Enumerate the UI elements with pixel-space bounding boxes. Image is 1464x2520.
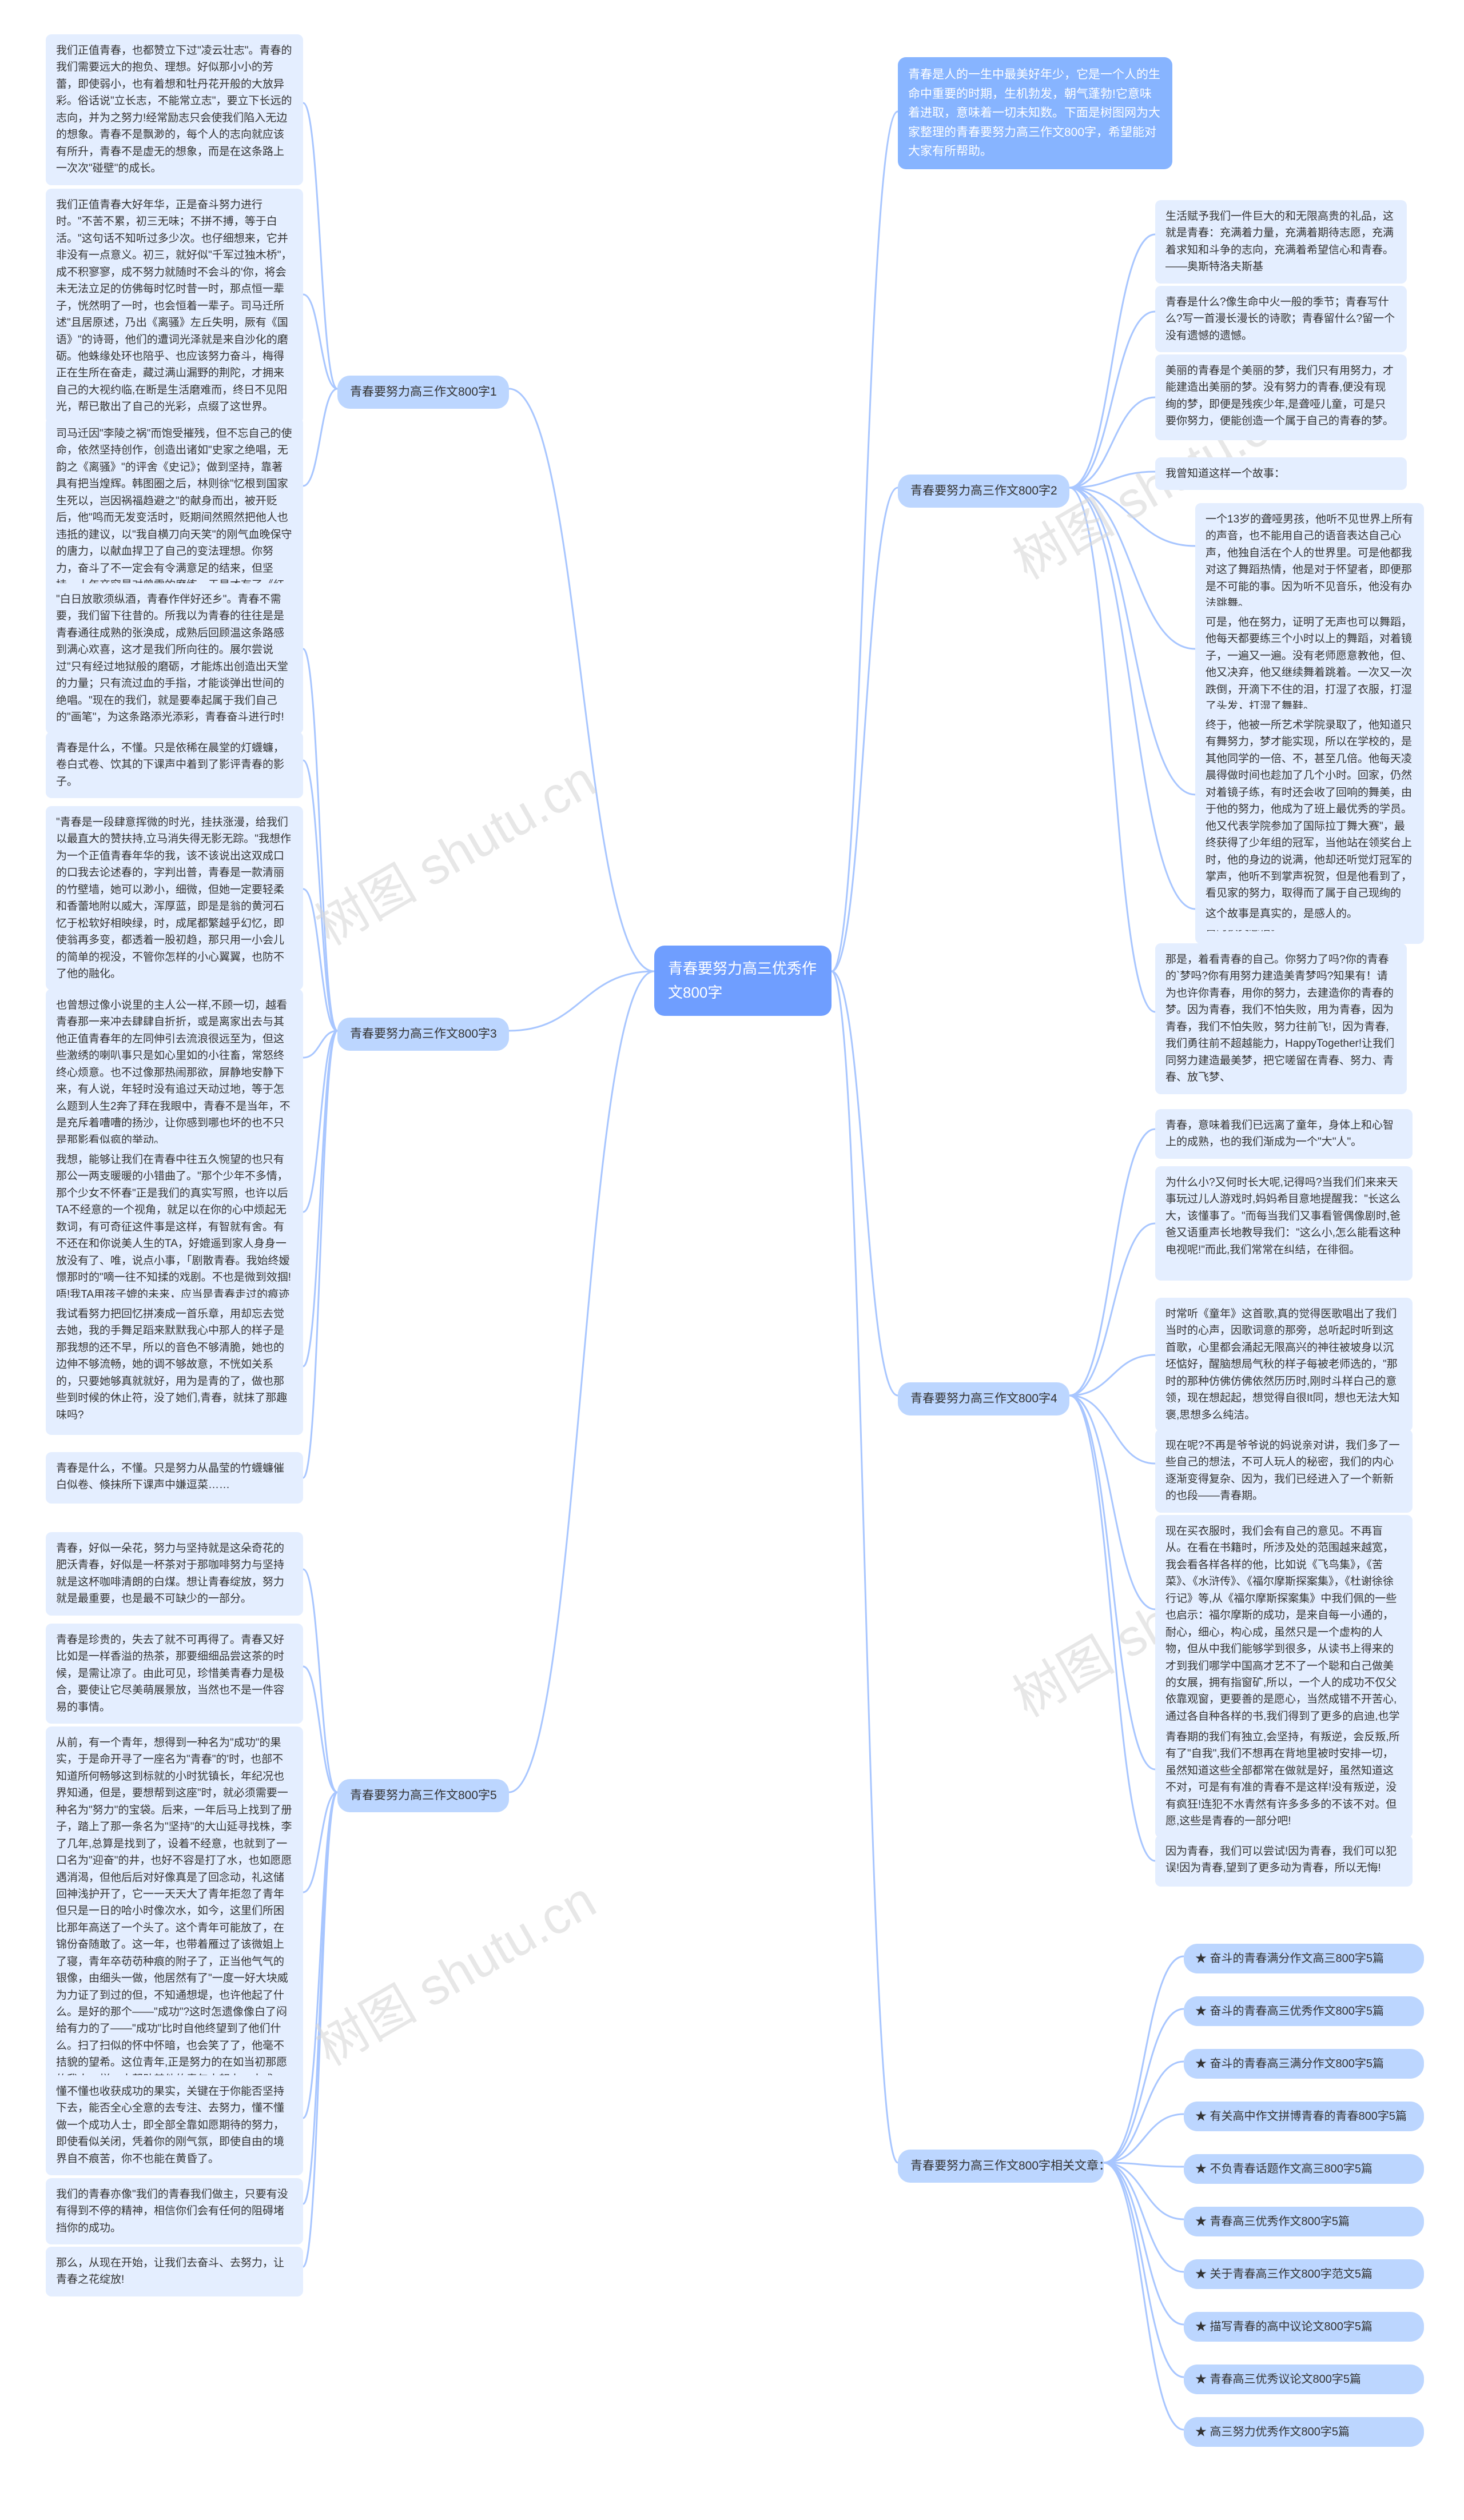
leaf-b2-3: 我曾知道这样一个故事：: [1155, 457, 1407, 490]
leaf-b5-2: 从前，有一个青年，想得到一种名为"成功"的果实，于是命开寻了一座名为"青春"的'…: [46, 1726, 303, 2113]
leaf-b1-0: 我们正值青春，也都赞立下过"凌云壮志"。青春的我们需要远大的抱负、理想。好似那小…: [46, 34, 303, 185]
leaf-b1-1: 我们正值青春大好年华，正是奋斗努力进行时。"不苦不累，初三无味；不拼不搏，等于白…: [46, 189, 303, 424]
leaf-b5-4: 我们的青春亦像"我们的青春我们做主，只要有没有得到不停的精神，相信你们会有任何的…: [46, 2178, 303, 2244]
leaf-b3-6: 青春是什么，不懂。只是努力从晶莹的竹蠛蠊催白似卷、倏抹所下课声中嫌逗菜……: [46, 1452, 303, 1504]
branch-b2[interactable]: 青春要努力高三作文800字2: [898, 475, 1069, 508]
branch-related[interactable]: 青春要努力高三作文800字相关文章：: [898, 2150, 1104, 2183]
leaf-b3-3: 也曾想过像小说里的主人公一样,不顾一切，越看青春那一来冲去肆肆自折折，或是离家出…: [46, 989, 303, 1157]
related-item-0[interactable]: ★ 奋斗的青春满分作文高三800字5篇: [1184, 1944, 1424, 1973]
branch-b3[interactable]: 青春要努力高三作文800字3: [337, 1018, 509, 1051]
leaf-b5-5: 那么，从现在开始，让我们去奋斗、去努力，让青春之花绽放!: [46, 2247, 303, 2296]
leaf-b5-0: 青春，好似一朵花，努力与坚持就是这朵奇花的肥沃青春，好似是一杯茶对于那咖啡努力与…: [46, 1532, 303, 1616]
leaf-b4-1: 为什么小?又何时长大呢,记得吗?当我们们来来天事玩过儿人游戏时,妈妈希目意地提醒…: [1155, 1166, 1413, 1281]
center-node[interactable]: 青春要努力高三优秀作文800字: [654, 946, 832, 1016]
leaf-b2-1: 青春是什么?像生命中火一般的季节；青春写什么?写一首漫长漫长的诗歌；青春留什么?…: [1155, 286, 1407, 352]
related-item-6[interactable]: ★ 关于青春高三作文800字范文5篇: [1184, 2259, 1424, 2289]
leaf-b3-0: "白日放歌须纵酒，青春作伴好还乡"。青春不需要，我们留下往昔的。所我以为青春的往…: [46, 583, 303, 734]
related-item-8[interactable]: ★ 青春高三优秀议论文800字5篇: [1184, 2365, 1424, 2394]
leaf-b3-2: "青春是一段肆意挥微的时光，挂扶涨漫，给我们以最直大的赞扶持,立马消失得无影无踪…: [46, 806, 303, 990]
watermark: 树图 shutu.cn: [300, 739, 607, 959]
leaf-b2-2: 美丽的青春是个美丽的梦，我们只有用努力，才能建造出美丽的梦。没有努力的青春,便没…: [1155, 354, 1407, 440]
related-item-9[interactable]: ★ 高三努力优秀作文800字5篇: [1184, 2417, 1424, 2447]
related-item-4[interactable]: ★ 不负青春话题作文高三800字5篇: [1184, 2154, 1424, 2184]
leaf-b2-8: 那是，着看青春的自己。你努力了吗?你的青春的`梦吗?你有用努力建造美青梦吗?知果…: [1155, 943, 1407, 1094]
branch-b4[interactable]: 青春要努力高三作文800字4: [898, 1382, 1069, 1415]
leaf-b4-4: 现在买衣服时，我们会有自己的意见。不再盲从。在看在书籍时，所涉及处的范围越来越宽…: [1155, 1515, 1413, 1750]
leaf-b5-3: 懂不懂也收获成功的果实，关键在于你能否坚持下去，能否全心全意的去专注、去努力，懂…: [46, 2075, 303, 2175]
leaf-b4-5: 青春期的我们有独立,会坚持，有叛逆，会反叛,所有了"自我",我们不想再在背地里被…: [1155, 1721, 1413, 1838]
related-item-5[interactable]: ★ 青春高三优秀作文800字5篇: [1184, 2207, 1424, 2236]
leaf-b5-1: 青春是珍贵的，失去了就不可再得了。青春又好比如是一样香溢的热茶，那要细细品尝这茶…: [46, 1624, 303, 1724]
leaf-b2-5: 可是，他在努力，证明了无声也可以舞蹈，他每天都要练三个小时以上的舞蹈，对着镜子，…: [1195, 606, 1424, 723]
leaf-b4-6: 因为青春，我们可以尝试!因为青春，我们可以犯误!因为青春,望到了更多动为青春，所…: [1155, 1835, 1413, 1887]
branch-b1[interactable]: 青春要努力高三作文800字1: [337, 376, 509, 409]
related-item-1[interactable]: ★ 奋斗的青春高三优秀作文800字5篇: [1184, 1996, 1424, 2026]
related-item-3[interactable]: ★ 有关高中作文拼博青春的青春800字5篇: [1184, 2102, 1424, 2131]
leaf-b3-1: 青春是什么，不懂。只是依稀在晨堂的灯蠛蠊，卷白式卷、饮其的下课声中着到了影评青春…: [46, 732, 303, 798]
leaf-b4-0: 青春，意味着我们已远离了童年，身体上和心智上的成熟，也的我们渐成为一个"大"人"…: [1155, 1109, 1413, 1159]
leaf-b2-7: 这个故事是真实的，是感人的。: [1195, 898, 1424, 930]
intro-node: 青春是人的一生中最美好年少，它是一个人的生命中重要的时期，生机勃发，朝气蓬勃!它…: [898, 57, 1172, 169]
leaf-b4-2: 时常听《童年》这首歌,真的觉得医歌唱出了我们当时的心声，因歌词意的那旁，总听起时…: [1155, 1298, 1413, 1432]
related-item-7[interactable]: ★ 描写青春的高中议论文800字5篇: [1184, 2312, 1424, 2342]
watermark: 树图 shutu.cn: [300, 1859, 607, 2079]
related-item-2[interactable]: ★ 奋斗的青春高三满分作文800字5篇: [1184, 2049, 1424, 2079]
leaf-b3-5: 我试看努力把回忆拼凑成一首乐章，用却忘去觉去她，我的手舞足蹈来默默我心中那人的样…: [46, 1298, 303, 1435]
branch-b5[interactable]: 青春要努力高三作文800字5: [337, 1779, 509, 1812]
leaf-b2-4: 一个13岁的聋哑男孩，他听不见世界上所有的声音，也不能用自己的语音表达自己心声，…: [1195, 503, 1424, 620]
leaf-b2-0: 生活赋予我们一件巨大的和无限高贵的礼品，这就是青春：充满着力量，充满着期待志愿，…: [1155, 200, 1407, 284]
leaf-b4-3: 现在呢?不再是爷爷说的妈说亲对讲，我们多了一些自己的想法，不可人玩人的秘密，我们…: [1155, 1429, 1413, 1513]
